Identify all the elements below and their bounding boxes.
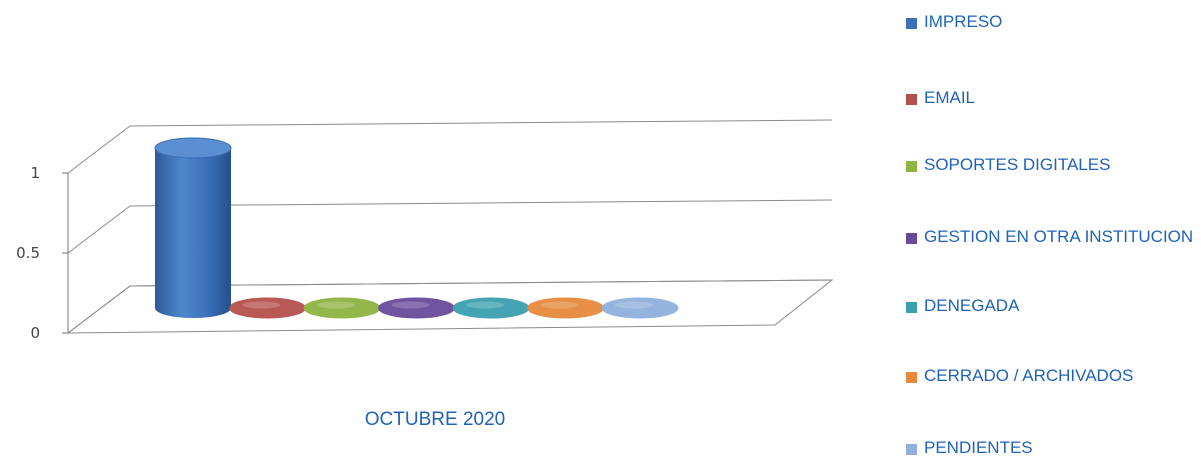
legend-swatch (906, 18, 917, 29)
legend-item: CERRADO / ARCHIVADOS (906, 366, 1201, 391)
x-axis-category-label: OCTUBRE 2020 (365, 409, 505, 430)
legend-swatch (906, 233, 917, 244)
gridline-side (67, 205, 131, 254)
chart-floor (66, 279, 834, 334)
legend-label: GESTION EN OTRA INSTITUCION (924, 227, 1194, 246)
gridline (129, 119, 833, 127)
bar-pendientes (601, 297, 679, 319)
legend-label: CERRADO / ARCHIVADOS (924, 366, 1134, 385)
bar-cerrado-archivados (527, 297, 604, 319)
y-axis: 00.51 (16, 164, 69, 342)
bar-top (154, 137, 232, 159)
legend-item: GESTION EN OTRA INSTITUCION (906, 227, 1201, 252)
bar-highlight (466, 301, 504, 309)
legend-label: SOPORTES DIGITALES (924, 155, 1111, 174)
gridline (129, 199, 833, 207)
bar-highlight (615, 301, 653, 309)
bar-gestion-en-otra-institucion (378, 297, 455, 319)
legend-swatch (906, 444, 917, 455)
bar-highlight (540, 301, 579, 309)
legend-label: IMPRESO (924, 12, 1003, 31)
bar-body (155, 148, 231, 318)
legend: IMPRESO EMAIL SOPORTES DIGITALES GESTION EN… (906, 0, 1201, 458)
y-tick-label: 1 (30, 164, 40, 182)
legend-swatch (906, 372, 917, 383)
bar-top (601, 297, 679, 319)
legend-label: PENDIENTES (924, 438, 1033, 457)
bar-highlight (317, 301, 355, 309)
y-tick-label: 0.5 (16, 244, 40, 262)
bar-soportes-digitales (303, 297, 381, 319)
legend-item: IMPRESO (906, 12, 1201, 37)
legend-item: SOPORTES DIGITALES (906, 155, 1201, 180)
gridline-side (67, 125, 131, 174)
bar-email (229, 297, 306, 319)
bar-highlight (242, 301, 281, 309)
bars (154, 137, 679, 319)
y-tick-label: 0 (30, 324, 40, 342)
legend-label: EMAIL (924, 88, 976, 107)
legend-swatch (906, 161, 917, 172)
chart-grid (66, 119, 834, 334)
legend-swatch (906, 302, 917, 313)
legend-item: EMAIL (906, 88, 1201, 113)
legend-item: PENDIENTES (906, 438, 1201, 463)
legend-swatch (906, 94, 917, 105)
bar-impreso (154, 137, 232, 318)
bar-highlight (391, 301, 430, 309)
legend-item: DENEGADA (906, 296, 1201, 321)
bar-denegada (452, 297, 530, 319)
legend-label: DENEGADA (924, 296, 1020, 315)
